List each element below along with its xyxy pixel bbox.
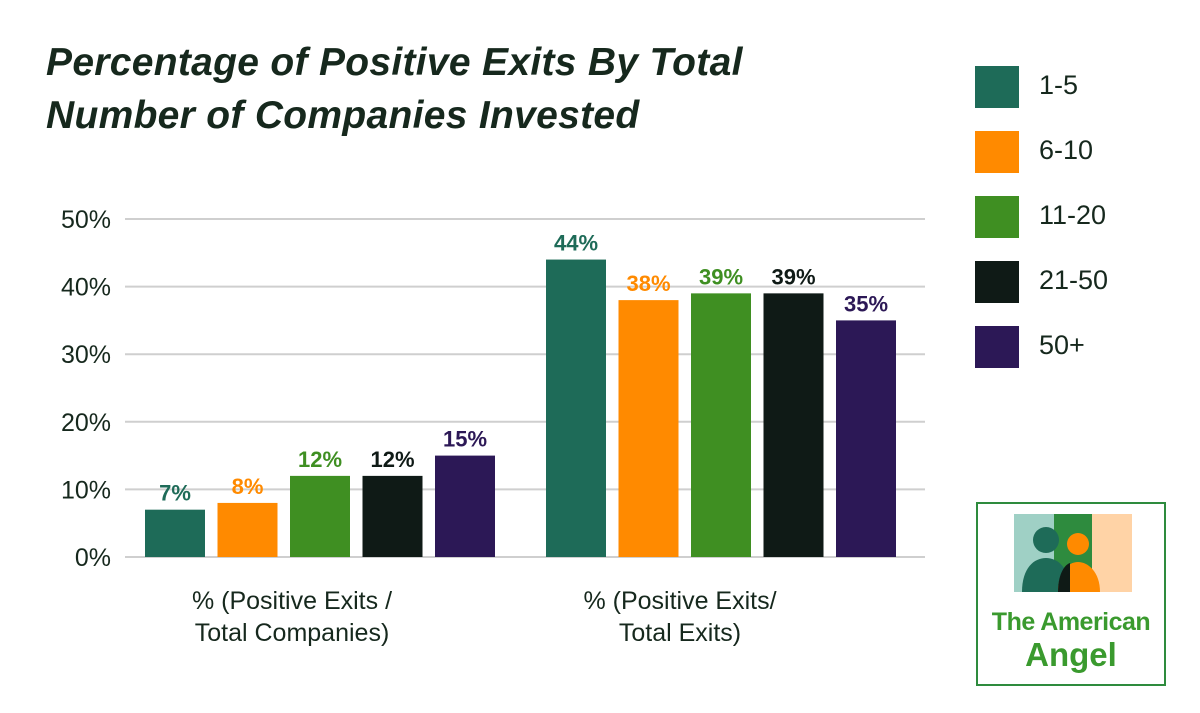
legend-label: 21-50 xyxy=(1039,265,1109,295)
data-label: 8% xyxy=(232,474,264,499)
legend-item-21-50: 21-50 xyxy=(975,261,1175,305)
bar xyxy=(290,475,350,557)
legend-swatch xyxy=(975,326,1019,368)
logo-text-line-1: The American xyxy=(991,608,1151,636)
data-label: 44% xyxy=(554,231,598,256)
data-label: 12% xyxy=(298,447,342,472)
bar xyxy=(618,300,679,557)
bar xyxy=(435,455,495,557)
data-label: 38% xyxy=(626,271,670,296)
x-category-label: Total Exits) xyxy=(619,619,741,647)
data-label: 12% xyxy=(370,447,414,472)
bar-chart: 0% 10% 20% 30% 40% 50% 7% 44% 8% 38% 12% 39% 12% 39% 1… xyxy=(61,206,925,647)
y-tick-label: 40% xyxy=(61,274,111,302)
legend-label: 6-10 xyxy=(1039,135,1094,165)
bar xyxy=(836,320,896,557)
legend-label: 1-5 xyxy=(1039,70,1079,100)
bar xyxy=(145,509,205,557)
y-tick-label: 20% xyxy=(61,409,111,437)
legend-item-11-20: 11-20 xyxy=(975,196,1175,240)
legend-swatch xyxy=(975,196,1019,238)
x-category-label: Total Companies) xyxy=(195,619,390,647)
bar xyxy=(763,293,824,557)
legend-item-6-10: 6-10 xyxy=(975,131,1175,175)
bar xyxy=(546,259,606,557)
legend-item-50-plus: 50+ xyxy=(975,326,1175,370)
y-tick-label: 10% xyxy=(61,476,111,504)
legend-swatch xyxy=(975,131,1019,173)
chart-title-line-1: Percentage of Positive Exits By Total xyxy=(46,41,743,84)
legend-swatch xyxy=(975,66,1019,108)
chart-title-line-2: Number of Companies Invested xyxy=(46,94,640,137)
x-category-label: % (Positive Exits / xyxy=(192,587,392,615)
data-label: 7% xyxy=(159,481,191,506)
y-tick-label: 30% xyxy=(61,341,111,369)
the-american-angel-logo: The American Angel xyxy=(976,502,1166,686)
y-tick-label: 50% xyxy=(61,206,111,234)
bar xyxy=(217,502,278,557)
legend-item-1-5: 1-5 xyxy=(975,66,1175,110)
people-icon xyxy=(1014,514,1132,592)
legend-swatch xyxy=(975,261,1019,303)
chart-title: Percentage of Positive Exits By Total Nu… xyxy=(46,36,926,142)
data-label: 39% xyxy=(771,264,815,289)
bar xyxy=(362,475,423,557)
legend-label: 11-20 xyxy=(1039,200,1107,230)
y-tick-label: 0% xyxy=(75,544,111,572)
data-label: 35% xyxy=(844,291,888,316)
legend-label: 50+ xyxy=(1039,330,1085,360)
bar xyxy=(691,293,751,557)
x-category-label: % (Positive Exits/ xyxy=(583,587,776,615)
logo-text-line-2: Angel xyxy=(1025,636,1117,673)
data-label: 39% xyxy=(699,264,743,289)
data-label: 15% xyxy=(443,427,487,452)
